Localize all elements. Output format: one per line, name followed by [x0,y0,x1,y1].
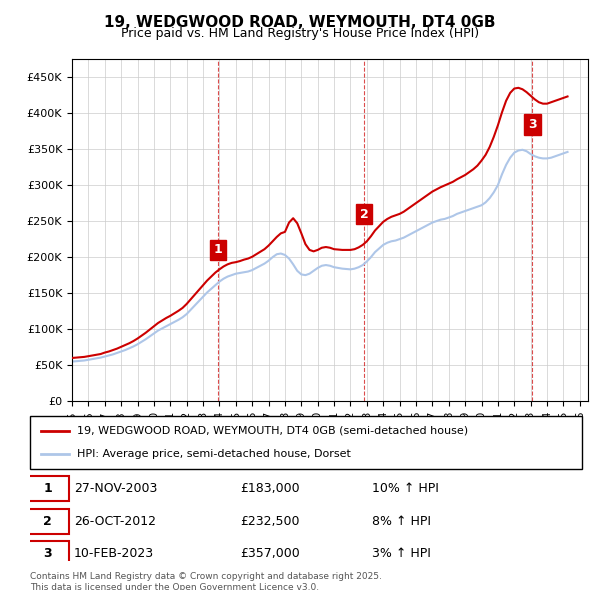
Text: 10-FEB-2023: 10-FEB-2023 [74,547,154,560]
Text: £232,500: £232,500 [240,515,299,528]
Text: £357,000: £357,000 [240,547,299,560]
Text: 3: 3 [528,118,537,131]
Text: 3: 3 [43,547,52,560]
Text: Price paid vs. HM Land Registry's House Price Index (HPI): Price paid vs. HM Land Registry's House … [121,27,479,40]
Text: 1: 1 [214,244,222,257]
Text: HPI: Average price, semi-detached house, Dorset: HPI: Average price, semi-detached house,… [77,449,351,459]
Text: 2: 2 [43,515,52,528]
Text: 3% ↑ HPI: 3% ↑ HPI [372,547,431,560]
Text: 2: 2 [359,208,368,221]
Text: 27-NOV-2003: 27-NOV-2003 [74,482,158,495]
FancyBboxPatch shape [27,476,68,501]
Text: 8% ↑ HPI: 8% ↑ HPI [372,515,431,528]
FancyBboxPatch shape [27,541,68,566]
FancyBboxPatch shape [27,509,68,534]
Text: £183,000: £183,000 [240,482,299,495]
Text: 1: 1 [43,482,52,495]
Text: Contains HM Land Registry data © Crown copyright and database right 2025.
This d: Contains HM Land Registry data © Crown c… [30,572,382,590]
Text: 19, WEDGWOOD ROAD, WEYMOUTH, DT4 0GB: 19, WEDGWOOD ROAD, WEYMOUTH, DT4 0GB [104,15,496,30]
Text: 26-OCT-2012: 26-OCT-2012 [74,515,156,528]
Text: 19, WEDGWOOD ROAD, WEYMOUTH, DT4 0GB (semi-detached house): 19, WEDGWOOD ROAD, WEYMOUTH, DT4 0GB (se… [77,426,468,436]
Text: 10% ↑ HPI: 10% ↑ HPI [372,482,439,495]
FancyBboxPatch shape [30,416,582,469]
